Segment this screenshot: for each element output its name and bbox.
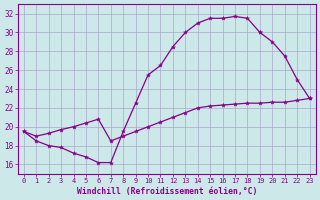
X-axis label: Windchill (Refroidissement éolien,°C): Windchill (Refroidissement éolien,°C) (76, 187, 257, 196)
